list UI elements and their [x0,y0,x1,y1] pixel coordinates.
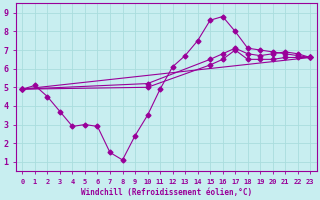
X-axis label: Windchill (Refroidissement éolien,°C): Windchill (Refroidissement éolien,°C) [81,188,252,197]
